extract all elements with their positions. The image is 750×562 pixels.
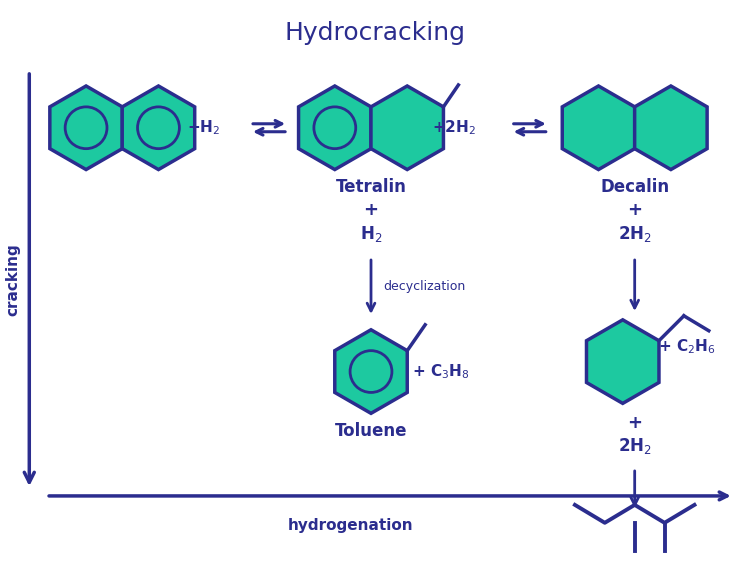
Circle shape [137,107,179,149]
Polygon shape [562,86,634,170]
Text: Toluene: Toluene [334,422,407,440]
Text: 2H$_2$: 2H$_2$ [618,224,652,244]
Polygon shape [634,86,707,170]
Text: decyclization: decyclization [383,280,465,293]
Text: + C$_2$H$_6$: + C$_2$H$_6$ [658,337,716,356]
Polygon shape [586,320,659,404]
Circle shape [65,107,107,149]
Text: +: + [364,201,379,219]
Text: +: + [627,201,642,219]
Text: H$_2$: H$_2$ [360,224,382,244]
Text: 2H$_2$: 2H$_2$ [618,436,652,456]
Circle shape [350,351,392,392]
Polygon shape [122,86,195,170]
Polygon shape [298,86,371,170]
Text: + C$_3$H$_8$: + C$_3$H$_8$ [412,362,470,381]
Text: Hydrocracking: Hydrocracking [284,21,466,45]
Text: +2H$_2$: +2H$_2$ [432,119,476,137]
Text: +H$_2$: +H$_2$ [187,119,220,137]
Text: hydrogenation: hydrogenation [287,518,413,533]
Polygon shape [50,86,122,170]
Polygon shape [334,330,407,413]
Text: +: + [627,414,642,432]
Text: Tetralin: Tetralin [335,179,406,197]
Circle shape [314,107,356,149]
Polygon shape [371,86,443,170]
Text: Decalin: Decalin [600,179,669,197]
Text: cracking: cracking [6,244,21,316]
